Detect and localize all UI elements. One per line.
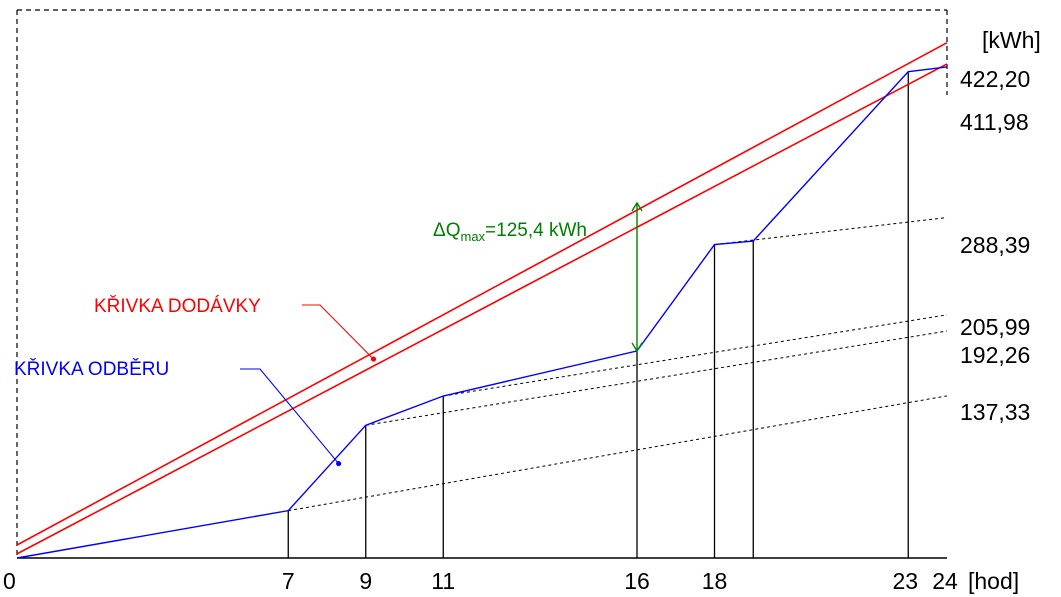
x-tick-label: 11 [431,568,455,594]
y-tick-label: 192,26 [960,342,1030,368]
x-axis-label: [hod] [968,568,1019,594]
x-tick-label: 16 [624,568,650,594]
demand-label-dot [336,460,342,467]
supply-label-leader [302,304,374,360]
x-tick-label: 24 [932,568,958,594]
supply-curve-line [16,63,948,555]
dotted-extension-line [288,395,948,512]
y-tick-label: 288,39 [960,232,1030,258]
y-axis-label: [kWh] [982,27,1041,53]
dotted-extension-line [714,217,948,246]
supply-curve-label: KŘIVKA DODÁVKY [94,295,261,317]
dotted-extension-lines [288,217,948,512]
y-tick-label: 137,33 [960,399,1030,425]
supply-curve-line [16,41,948,546]
delta-q-label: ΔQmax=125,4 kWh [433,220,587,244]
x-tick-labels: 0 7 9 11 16 18 23 24 [3,568,958,594]
plot-frame [16,9,948,559]
annotations: ΔQmax=125,4 kWh KŘIVKA DODÁVKY KŘIVKA ODBĚ… [14,201,643,467]
x-tick-label: 18 [702,568,728,594]
x-tick-label: 9 [359,568,372,594]
dotted-extension-line [443,314,948,397]
delta-q-arrow-head-top [631,201,643,212]
x-tick-label: 0 [3,568,16,594]
delta-q-arrow-head-bottom [631,342,643,353]
supply-curve [16,41,948,555]
supply-label-dot [370,356,377,362]
x-tick-label: 7 [282,568,295,594]
demand-label-leader [240,368,340,464]
y-tick-label: 422,20 [960,66,1030,92]
x-tick-label: 23 [892,568,918,594]
demand-curve-label: KŘIVKA ODBĚRU [14,358,169,380]
y-tick-label: 205,99 [960,314,1030,340]
y-tick-label: 411,98 [960,109,1029,135]
vertical-drop-lines [287,71,909,558]
dotted-extension-line [365,330,948,426]
